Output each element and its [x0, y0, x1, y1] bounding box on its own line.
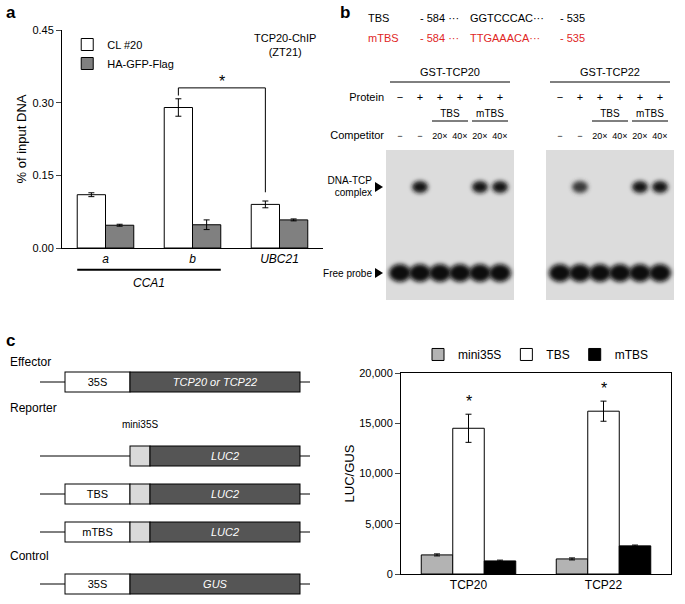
svg-text:40×: 40×	[612, 131, 627, 141]
svg-text:+: +	[457, 91, 463, 103]
svg-text:Free probe: Free probe	[323, 268, 372, 279]
svg-text:*: *	[219, 73, 225, 90]
svg-text:−: −	[557, 131, 562, 141]
svg-text:TBS: TBS	[368, 12, 389, 24]
svg-text:Effector: Effector	[10, 355, 51, 369]
svg-text:- 584 ···: - 584 ···	[420, 32, 459, 44]
svg-text:b: b	[189, 252, 196, 266]
svg-text:- 584 ···: - 584 ···	[420, 12, 459, 24]
svg-text:UBC21: UBC21	[260, 252, 299, 266]
svg-text:CCA1: CCA1	[133, 276, 165, 290]
svg-text:−: −	[397, 91, 403, 103]
svg-text:0.00: 0.00	[32, 242, 53, 254]
svg-text:GUS: GUS	[203, 578, 228, 590]
svg-text:20,000: 20,000	[359, 367, 393, 379]
svg-text:20×: 20×	[472, 131, 487, 141]
svg-text:*: *	[601, 380, 607, 397]
svg-text:b: b	[340, 3, 350, 22]
svg-text:0.30: 0.30	[32, 97, 53, 109]
svg-text:Protein: Protein	[349, 91, 384, 103]
svg-text:GST-TCP22: GST-TCP22	[580, 66, 640, 78]
svg-text:DNA-TCP: DNA-TCP	[328, 175, 373, 186]
svg-text:Control: Control	[10, 549, 49, 563]
svg-text:LUC2: LUC2	[211, 450, 239, 462]
svg-text:mTBS: mTBS	[615, 348, 648, 362]
svg-text:mTBS: mTBS	[476, 108, 504, 119]
svg-text:TBS: TBS	[546, 348, 569, 362]
svg-text:mTBS: mTBS	[82, 526, 113, 538]
svg-text:−: −	[397, 131, 402, 141]
svg-text:LUC2: LUC2	[211, 526, 239, 538]
svg-text:TCP20: TCP20	[450, 578, 488, 592]
svg-text:+: +	[597, 91, 603, 103]
svg-text:LUC/GUS: LUC/GUS	[342, 444, 357, 502]
svg-text:Competitor: Competitor	[330, 129, 384, 141]
svg-text:+: +	[417, 91, 423, 103]
svg-text:- 535: - 535	[560, 32, 585, 44]
svg-text:+: +	[497, 91, 503, 103]
svg-text:CL #20: CL #20	[107, 39, 142, 51]
svg-text:10,000: 10,000	[359, 467, 393, 479]
svg-text:complex: complex	[335, 187, 372, 198]
svg-text:mTBS: mTBS	[368, 32, 399, 44]
svg-text:+: +	[617, 91, 623, 103]
svg-text:−: −	[577, 131, 582, 141]
svg-text:5,000: 5,000	[365, 518, 393, 530]
svg-text:−: −	[417, 131, 422, 141]
svg-text:+: +	[637, 91, 643, 103]
svg-text:40×: 40×	[492, 131, 507, 141]
svg-text:c: c	[6, 331, 15, 350]
svg-text:+: +	[437, 91, 443, 103]
svg-text:mTBS: mTBS	[636, 108, 664, 119]
svg-text:TCP20 or TCP22: TCP20 or TCP22	[173, 376, 257, 388]
svg-text:TBS: TBS	[600, 108, 620, 119]
svg-text:% of input DNA: % of input DNA	[14, 94, 29, 183]
svg-text:GST-TCP20: GST-TCP20	[420, 66, 480, 78]
svg-text:0.45: 0.45	[32, 24, 53, 36]
svg-text:+: +	[577, 91, 583, 103]
svg-text:0.15: 0.15	[32, 169, 53, 181]
svg-text:TTGAAACA···: TTGAAACA···	[470, 32, 540, 44]
svg-text:+: +	[477, 91, 483, 103]
svg-text:15,000: 15,000	[359, 417, 393, 429]
svg-text:TBS: TBS	[440, 108, 460, 119]
svg-text:40×: 40×	[652, 131, 667, 141]
svg-text:20×: 20×	[432, 131, 447, 141]
svg-text:40×: 40×	[452, 131, 467, 141]
svg-text:- 535: - 535	[560, 12, 585, 24]
svg-text:35S: 35S	[88, 578, 108, 590]
svg-text:Reporter: Reporter	[10, 401, 57, 415]
svg-text:a: a	[6, 3, 16, 22]
svg-text:TBS: TBS	[87, 488, 108, 500]
svg-text:LUC2: LUC2	[211, 488, 239, 500]
svg-text:TCP20-ChIP(ZT21): TCP20-ChIP(ZT21)	[254, 32, 316, 58]
svg-text:20×: 20×	[632, 131, 647, 141]
svg-text:20×: 20×	[592, 131, 607, 141]
svg-text:*: *	[466, 393, 472, 410]
svg-text:0: 0	[387, 568, 393, 580]
svg-text:a: a	[102, 252, 109, 266]
svg-text:mini35S: mini35S	[458, 348, 501, 362]
svg-text:GGTCCCAC···: GGTCCCAC···	[470, 12, 544, 24]
svg-text:mini35S: mini35S	[122, 419, 158, 430]
svg-text:35S: 35S	[88, 376, 108, 388]
svg-text:+: +	[657, 91, 663, 103]
svg-text:HA-GFP-Flag: HA-GFP-Flag	[107, 58, 174, 70]
svg-text:−: −	[557, 91, 563, 103]
svg-text:TCP22: TCP22	[585, 578, 623, 592]
